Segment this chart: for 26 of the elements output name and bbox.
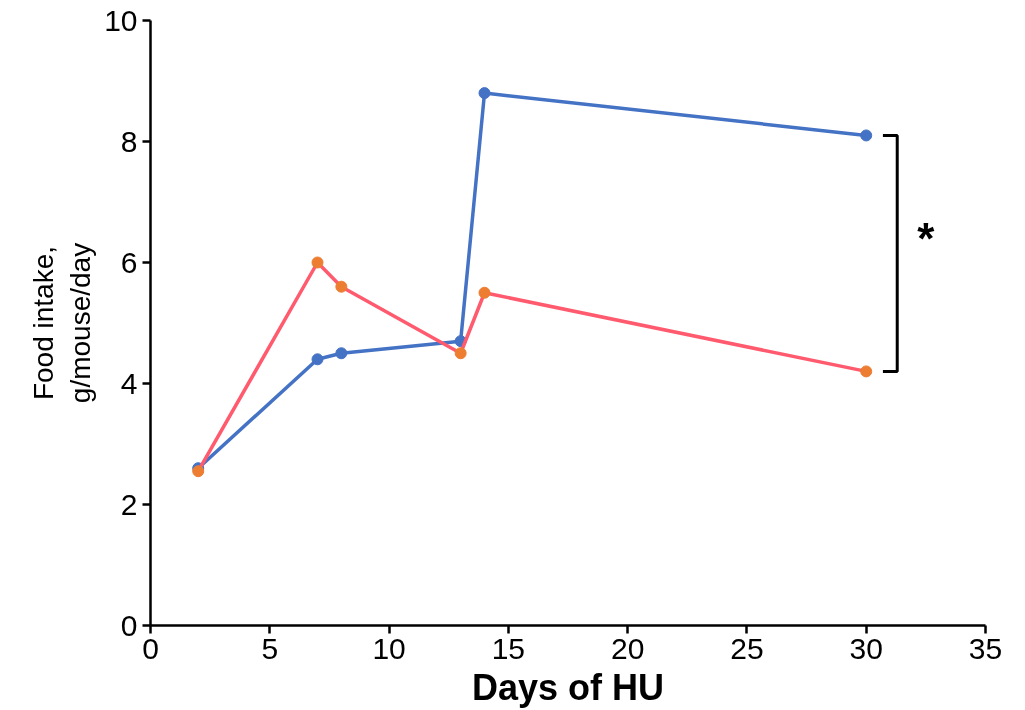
- y-tick-label: 8: [120, 124, 138, 158]
- x-tick-label: 10: [372, 631, 406, 665]
- x-tick-label: 15: [491, 631, 526, 665]
- point: [335, 280, 348, 293]
- x-tick-label: 0: [142, 631, 159, 665]
- point: [454, 347, 467, 360]
- point: [860, 365, 873, 378]
- point: [478, 286, 491, 299]
- x-tick-label: 20: [610, 631, 645, 665]
- y-tick-label: 0: [120, 608, 138, 642]
- y-axis-title: Food intake, g/mouse/day: [27, 242, 97, 404]
- point: [311, 353, 324, 366]
- annotation: *: [917, 213, 936, 263]
- x-tick-label: 30: [849, 631, 883, 665]
- x-tick-label: 5: [261, 631, 279, 665]
- x-tick-label: 25: [730, 631, 764, 665]
- point: [860, 129, 873, 142]
- point: [335, 347, 348, 360]
- y-tick-label: 10: [104, 3, 138, 37]
- x-axis-title: Days of HU: [471, 666, 665, 708]
- point: [311, 256, 324, 269]
- y-tick-label: 4: [120, 366, 138, 400]
- x-tick-label: 35: [968, 631, 1003, 665]
- point: [478, 87, 491, 100]
- y-tick-label: 2: [120, 487, 138, 521]
- y-tick-label: 6: [120, 245, 138, 279]
